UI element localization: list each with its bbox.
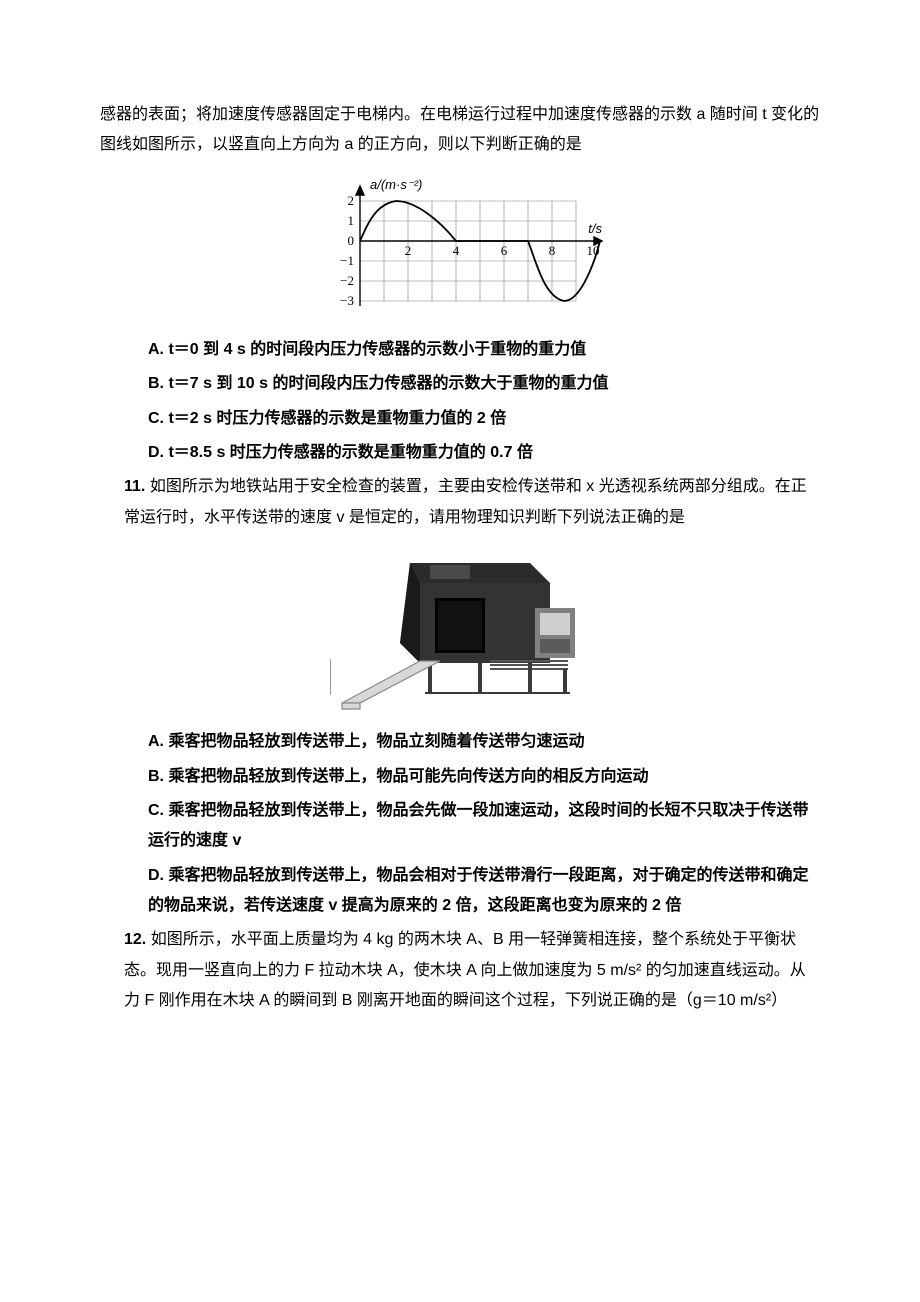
q11-option-b: B. 乘客把物品轻放到传送带上，物品可能先向传送方向的相反方向运动 [100, 762, 820, 792]
q12-stem: 12. 如图所示，水平面上质量均为 4 kg 的两木块 A、B 用一轻弹簧相连接… [100, 925, 820, 1016]
q11-scanner-image [330, 543, 590, 713]
q11-option-c-wrap: C. 乘客把物品轻放到传送带上，物品会先做一段加速运动，这段时间的长短不只取决于… [100, 796, 820, 857]
q11-option-d: D. 乘客把物品轻放到传送带上，物品会相对于传送带滑行一段距离，对于确定的传送带… [148, 867, 808, 914]
q11-number: 11. [124, 478, 145, 495]
q10-chart: 2 1 0 −1 −2 −3 2 4 6 8 10 a/(m·s⁻²) t/s [310, 171, 610, 321]
q10-option-d: D. t＝8.5 s 时压力传感器的示数是重物重力值的 0.7 倍 [100, 438, 820, 468]
q11-stem: 11. 如图所示为地铁站用于安全检查的装置，主要由安检传送带和 x 光透视系统两… [100, 472, 820, 533]
ytick-m1: −1 [340, 253, 354, 268]
q11-option-c: C. 乘客把物品轻放到传送带上，物品会先做一段加速运动，这段时间的长短不只取决于… [148, 802, 808, 849]
q10-intro-cont: 感器的表面；将加速度传感器固定于电梯内。在电梯运行过程中加速度传感器的示数 a … [100, 100, 820, 161]
q10-option-c: C. t＝2 s 时压力传感器的示数是重物重力值的 2 倍 [100, 404, 820, 434]
q11-stem-text: 如图所示为地铁站用于安全检查的装置，主要由安检传送带和 x 光透视系统两部分组成… [124, 478, 807, 525]
q11-option-a: A. 乘客把物品轻放到传送带上，物品立刻随着传送带匀速运动 [100, 727, 820, 757]
q10-option-a: A. t＝0 到 4 s 的时间段内压力传感器的示数小于重物的重力值 [100, 335, 820, 365]
y-axis-label: a/(m·s⁻²) [370, 177, 422, 192]
xtick-4: 4 [453, 243, 460, 258]
ytick-m2: −2 [340, 273, 354, 288]
xtick-2: 2 [405, 243, 412, 258]
ytick-m3: −3 [340, 293, 354, 308]
q12-stem-text: 如图所示，水平面上质量均为 4 kg 的两木块 A、B 用一轻弹簧相连接，整个系… [124, 931, 806, 1009]
ytick-2: 2 [348, 193, 355, 208]
ytick-1: 1 [348, 213, 355, 228]
q12-number: 12. [124, 931, 146, 948]
q10-option-b: B. t＝7 s 到 10 s 的时间段内压力传感器的示数大于重物的重力值 [100, 369, 820, 399]
q11-option-d-wrap: D. 乘客把物品轻放到传送带上，物品会相对于传送带滑行一段距离，对于确定的传送带… [100, 861, 820, 922]
x-axis-label: t/s [588, 221, 602, 236]
ytick-0: 0 [348, 233, 355, 248]
xtick-6: 6 [501, 243, 508, 258]
xtick-8: 8 [549, 243, 556, 258]
